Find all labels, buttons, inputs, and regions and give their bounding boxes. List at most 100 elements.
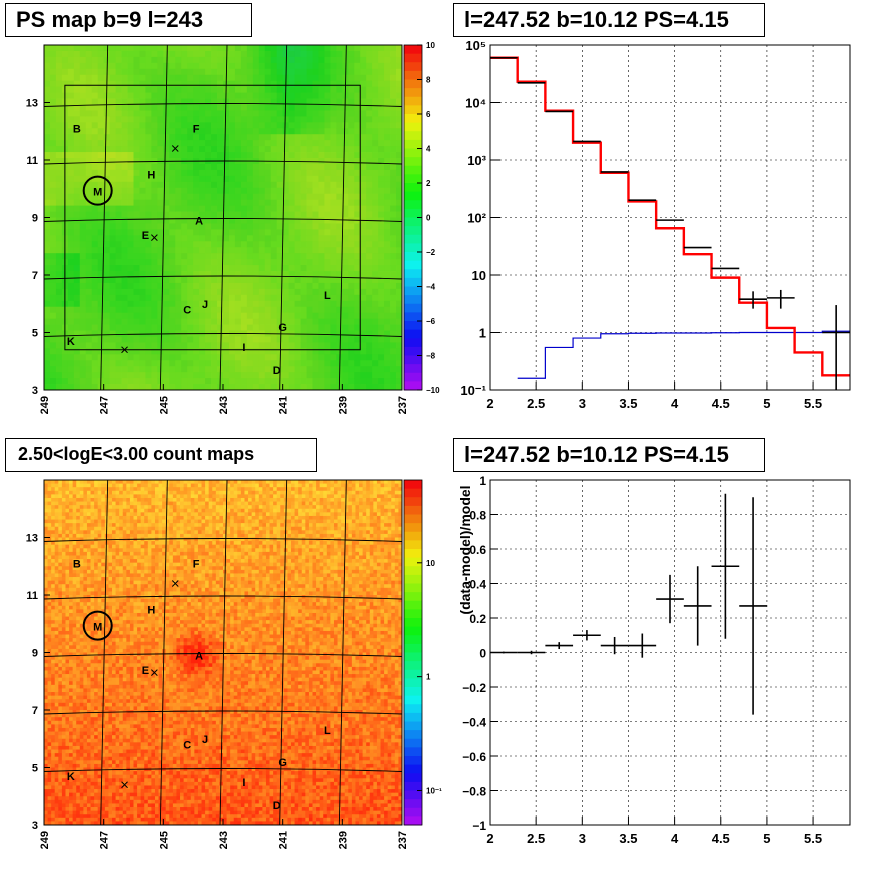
heat-cell: [240, 378, 248, 385]
heat-cell: [61, 656, 66, 661]
heat-cell: [211, 271, 218, 278]
heat-cell: [306, 318, 313, 325]
heat-cell: [94, 620, 99, 625]
heat-cell: [217, 199, 224, 207]
heat-cell: [133, 74, 140, 82]
heat-cell: [127, 56, 134, 64]
heat-cell: [312, 128, 319, 135]
source-label-a: A: [195, 215, 203, 227]
heat-cell: [139, 288, 146, 296]
heat-cell: [366, 276, 373, 284]
heat-cell: [103, 271, 111, 278]
heat-cell: [193, 122, 200, 129]
heat-cell: [228, 217, 236, 224]
heat-cell: [300, 366, 307, 373]
heat-cell: [396, 175, 403, 183]
heat-cell: [58, 630, 63, 635]
heat-cell: [103, 253, 111, 260]
heat-cell: [44, 80, 51, 88]
source-label-l: L: [324, 290, 331, 302]
heat-cell: [199, 318, 206, 325]
heat-cell: [175, 110, 182, 117]
heat-cell: [181, 68, 188, 76]
heat-cell: [76, 494, 81, 499]
heat-cell: [264, 378, 272, 385]
heat-cell: [91, 276, 99, 284]
heat-cell: [330, 282, 337, 290]
heat-cell: [157, 318, 164, 325]
heat-cell: [76, 774, 81, 779]
heat-cell: [94, 555, 99, 560]
heat-cell: [312, 312, 319, 320]
heat-cell: [366, 265, 373, 272]
heat-cell: [69, 817, 74, 822]
heat-cell: [169, 378, 176, 385]
heat-cell: [258, 152, 266, 159]
heat-cell: [72, 490, 77, 495]
heat-cell: [85, 92, 93, 99]
heat-cell: [378, 259, 385, 266]
heat-cell: [133, 92, 140, 99]
heat-cell: [228, 366, 236, 373]
heat-cell: [69, 641, 74, 646]
heat-cell: [240, 68, 248, 76]
colorbar-cell: [404, 191, 422, 201]
heat-cell: [252, 336, 260, 343]
heat-cell: [217, 86, 224, 93]
heat-cell: [228, 134, 236, 141]
heat-cell: [217, 318, 224, 325]
heat-cell: [90, 648, 95, 653]
heat-cell: [76, 674, 81, 679]
heat-cell: [72, 756, 77, 761]
heat-cell: [330, 45, 337, 52]
heat-cell: [258, 384, 266, 391]
heat-cell: [246, 193, 254, 201]
heat-cell: [127, 324, 134, 331]
heat-cell: [258, 68, 266, 76]
heat-cell: [85, 306, 93, 314]
heat-cell: [199, 98, 206, 105]
heat-cell: [67, 98, 75, 105]
heat-cell: [246, 378, 254, 385]
heat-cell: [151, 140, 158, 147]
heat-cell: [217, 140, 224, 147]
heat-cell: [55, 134, 63, 141]
heat-cell: [318, 330, 325, 337]
heat-cell: [54, 487, 59, 492]
heat-cell: [193, 181, 200, 189]
heat-cell: [354, 116, 361, 123]
heat-cell: [94, 584, 99, 589]
heat-cell: [294, 122, 301, 129]
heat-cell: [318, 169, 325, 177]
heat-cell: [69, 688, 74, 693]
heat-cell: [360, 68, 367, 76]
heat-cell: [49, 211, 57, 218]
heat-cell: [366, 199, 373, 207]
heat-cell: [228, 348, 236, 355]
heat-cell: [133, 294, 140, 302]
heat-cell: [348, 128, 355, 135]
heat-cell: [51, 735, 56, 740]
heat-cell: [354, 45, 361, 52]
heat-cell: [264, 146, 272, 153]
heat-cell: [47, 763, 52, 768]
heat-cell: [348, 276, 355, 284]
heat-cell: [151, 50, 158, 58]
heat-cell: [372, 122, 379, 129]
heat-cell: [85, 187, 93, 195]
heat-cell: [306, 360, 313, 367]
heat-cell: [199, 62, 206, 70]
heat-cell: [90, 612, 95, 617]
heat-cell: [97, 211, 105, 218]
heat-cell: [193, 152, 200, 159]
heat-cell: [85, 360, 93, 367]
heat-cell: [69, 774, 74, 779]
heat-cell: [378, 223, 385, 230]
heat-cell: [91, 223, 99, 230]
heat-cell: [69, 512, 74, 517]
heat-cell: [79, 720, 84, 725]
heat-cell: [223, 181, 230, 189]
heat-cell: [58, 663, 63, 668]
heat-cell: [72, 817, 77, 822]
heat-cell: [324, 265, 331, 272]
